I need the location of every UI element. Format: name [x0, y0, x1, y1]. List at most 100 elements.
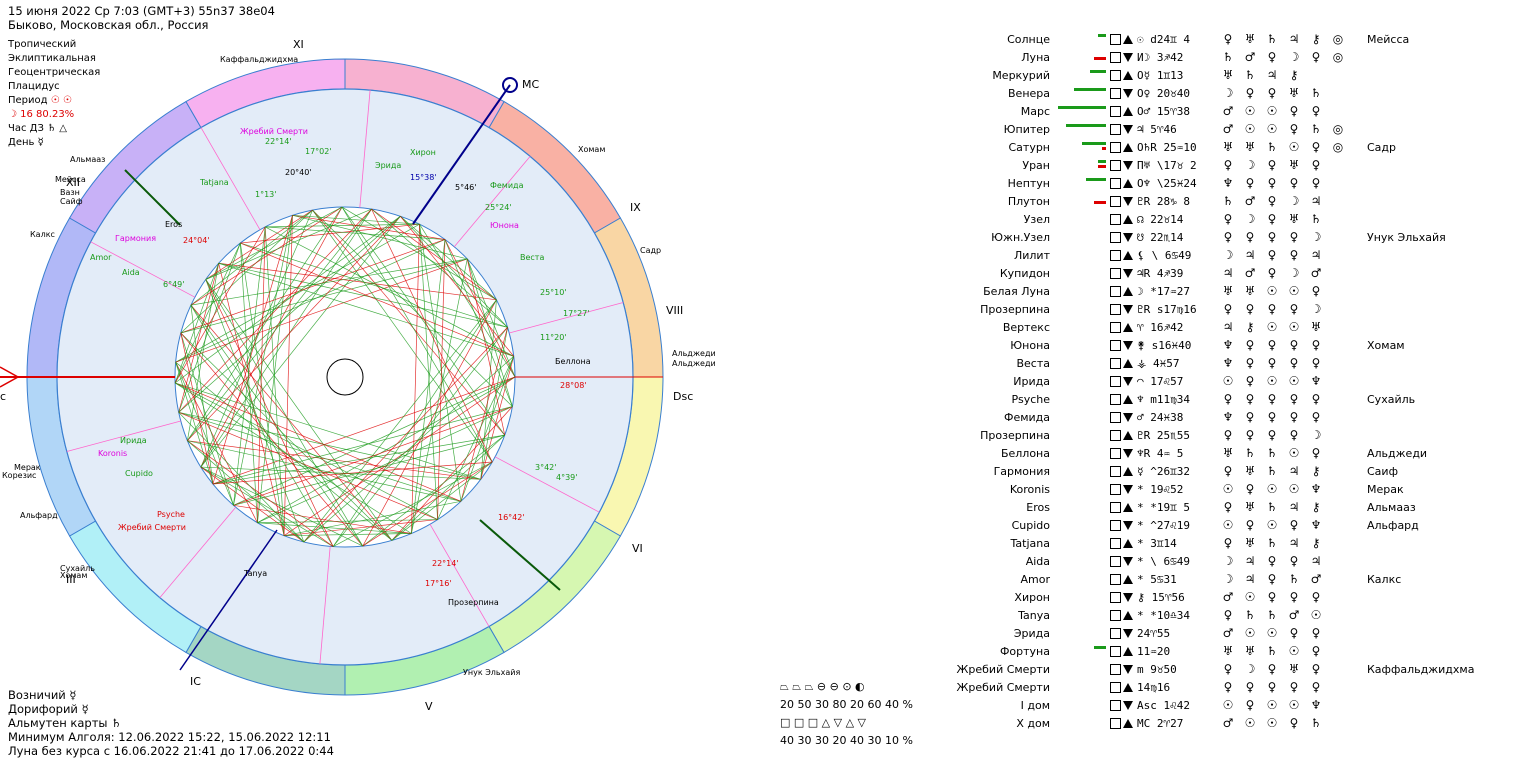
- aspect-line: [205, 279, 393, 541]
- planet-position: * 3♊14: [1137, 536, 1177, 550]
- aspect-line: [187, 440, 462, 502]
- planet-row[interactable]: Вертекс ♈ 16♐42 ♃ ⚷ ☉ ☉ ♅: [920, 318, 1479, 336]
- ruler-glyph: ♄: [1266, 446, 1278, 460]
- wheel-labels: MCDscICcXIIXVIIIVIVIIIXIIКаффальджидхмаХ…: [0, 38, 716, 713]
- ic-label: IC: [190, 675, 201, 688]
- planet-name: Eros: [1026, 500, 1050, 514]
- planet-row[interactable]: Эрида 24♈55 ♂ ☉ ☉ ♀ ♀: [920, 624, 1479, 642]
- planet-row[interactable]: Aida * \ 6♋49 ☽ ♃ ♀ ♀ ♃: [920, 552, 1479, 570]
- fixed-star: Саиф: [1367, 464, 1398, 478]
- planet-row[interactable]: Марс О♂ 15♈38 ♂ ☉ ☉ ♀ ♀: [920, 102, 1479, 120]
- aspect-line: [174, 263, 219, 384]
- aspect-line: [200, 466, 305, 543]
- triangle-marker-icon: [1123, 575, 1133, 584]
- aspect-markers: [1108, 174, 1135, 192]
- planet-row[interactable]: X дом MC 2♈27 ♂ ☉ ☉ ♀ ♄: [920, 714, 1479, 732]
- planet-row[interactable]: Eros * *19♊ 5 ♀ ♅ ♄ ♃ ⚷ Альмааз: [920, 498, 1479, 516]
- planet-row[interactable]: Лилит ⚸ \ 6♋49 ☽ ♃ ♀ ♀ ♃: [920, 246, 1479, 264]
- aspect-markers: [1108, 300, 1135, 318]
- ruler-glyph: ♅: [1288, 86, 1300, 100]
- planet-row[interactable]: Юнона ⚵ s16♓40 ♆ ♀ ♀ ♀ ♀ Хомам: [920, 336, 1479, 354]
- planet-name: Хирон: [1014, 590, 1050, 604]
- planet-row[interactable]: Tatjana * 3♊14 ♀ ♅ ♄ ♃ ⚷: [920, 534, 1479, 552]
- planet-row[interactable]: Венера О♀ 20♉40 ☽ ♀ ♀ ♅ ♄: [920, 84, 1479, 102]
- ruler-glyph: ♀: [1223, 230, 1233, 244]
- ruler-glyph: ◎: [1332, 50, 1344, 64]
- planet-row[interactable]: Беллона ♆R 4♒ 5 ♅ ♄ ♄ ☉ ♀ Альджеди: [920, 444, 1479, 462]
- triangle-marker-icon: [1123, 107, 1133, 116]
- doryphory-line: Дорифорий ☿: [8, 702, 89, 716]
- planet-row[interactable]: Нептун О♆ \25♓24 ♆ ♀ ♀ ♀ ♀: [920, 174, 1479, 192]
- axis-green-upper: [124, 169, 181, 226]
- planet-label: 4°39': [556, 473, 577, 482]
- planet-row[interactable]: Юпитер ♃ 5♈46 ♂ ☉ ☉ ♀ ♄ ◎: [920, 120, 1479, 138]
- planet-row[interactable]: Koronis * 19♌52 ☉ ♀ ☉ ☉ ♆ Мерак: [920, 480, 1479, 498]
- aspect-line: [466, 258, 513, 407]
- planet-row[interactable]: Ирида ◠ 17♌57 ☉ ♀ ☉ ☉ ♆: [920, 372, 1479, 390]
- planet-row[interactable]: Хирон ⚷ 15♈56 ♂ ☉ ♀ ♀ ♀: [920, 588, 1479, 606]
- planet-row[interactable]: Жребий Смерти 14♍16 ♀ ♀ ♀ ♀ ♀: [920, 678, 1479, 696]
- ruler-glyph: ☉: [1288, 320, 1300, 334]
- aspect-line: [341, 206, 506, 436]
- chart-settings: Тропический Эклиптикальная Геоцентрическ…: [8, 38, 100, 150]
- planet-row[interactable]: Луна И☽ 3♐42 ♄ ♂ ♀ ☽ ♀ ◎: [920, 48, 1479, 66]
- planet-row[interactable]: Прозерпина ♇R 25♏55 ♀ ♀ ♀ ♀ ☽: [920, 426, 1479, 444]
- aspect-line: [180, 332, 214, 485]
- aspect-line: [312, 209, 513, 407]
- ruler-glyph: ♀: [1245, 392, 1255, 406]
- planet-label: 11°20': [540, 333, 567, 342]
- planet-row[interactable]: Amor * 5♋31 ☽ ♃ ♀ ♄ ♂ Калкс: [920, 570, 1479, 588]
- planet-row[interactable]: Меркурий О☿ 1♊13 ♅ ♄ ♃ ⚷: [920, 66, 1479, 84]
- planet-row[interactable]: Южн.Узел ☋ 22♏14 ♀ ♀ ♀ ♀ ☽ Унук Эльхайя: [920, 228, 1479, 246]
- planet-row[interactable]: Уран П♅ \17♉ 2 ♀ ☽ ♀ ♅ ♀: [920, 156, 1479, 174]
- planet-label: 16°42': [498, 513, 525, 522]
- planet-name: Aida: [1025, 554, 1050, 568]
- ruler-glyph: ☉: [1266, 698, 1278, 712]
- house-cusp-line: [90, 241, 196, 298]
- planet-row[interactable]: Tanya * *10♎34 ♀ ♄ ♄ ♂ ☉: [920, 606, 1479, 624]
- planet-position: ☉ d24♊ 4: [1137, 32, 1190, 46]
- aspect-markers: [1108, 606, 1135, 624]
- planet-row[interactable]: Гармония ☿ ^26♊32 ♀ ♅ ♄ ♃ ⚷ Саиф: [920, 462, 1479, 480]
- planet-row[interactable]: Узел ☊ 22♉14 ♀ ☽ ♀ ♅ ♄: [920, 210, 1479, 228]
- planet-row[interactable]: Фортуна 11♒20 ♅ ♅ ♄ ☉ ♀: [920, 642, 1479, 660]
- aspect-line: [303, 356, 514, 543]
- ruler-glyph: ♄: [1266, 644, 1278, 658]
- planet-row[interactable]: Белая Луна ☽ *17♒27 ♅ ♅ ☉ ☉ ♀: [920, 282, 1479, 300]
- header-date-line: 15 июня 2022 Ср 7:03 (GMT+3) 55n37 38e04: [8, 4, 275, 18]
- ruler-glyph: ☉: [1266, 104, 1278, 118]
- planet-row[interactable]: Купидон ♃R 4♐39 ♃ ♂ ♀ ☽ ♂: [920, 264, 1479, 282]
- planet-row[interactable]: Psyche ♆ m11♍34 ♀ ♀ ♀ ♀ ♀ Сухайль: [920, 390, 1479, 408]
- aspect-line: [419, 224, 438, 520]
- square-marker-icon: [1110, 340, 1121, 351]
- planet-row[interactable]: I дом Asc 1♌42 ☉ ♀ ☉ ☉ ♆: [920, 696, 1479, 714]
- planet-name: Эрида: [1013, 626, 1050, 640]
- dignity-bars: [1052, 498, 1108, 516]
- planet-row[interactable]: Плутон ♇R 28♑ 8 ♄ ♂ ♀ ☽ ♃: [920, 192, 1479, 210]
- ruler-glyph: ♀: [1267, 248, 1277, 262]
- fixed-star-label: Мейсса: [55, 175, 86, 184]
- planet-position: m 9♉50: [1137, 662, 1177, 676]
- triangle-marker-icon: [1123, 179, 1133, 188]
- ruler-glyph: ♄: [1244, 608, 1256, 622]
- planet-name: Юнона: [1010, 338, 1050, 352]
- dignity-bars: [1052, 48, 1108, 66]
- planet-row[interactable]: Cupido * ^27♌19 ☉ ♀ ☉ ♀ ♆ Альфард: [920, 516, 1479, 534]
- fixed-star-label: Сайф: [60, 197, 83, 206]
- planet-name: Белая Луна: [983, 284, 1050, 298]
- planet-row[interactable]: Прозерпина ♇R s17♍16 ♀ ♀ ♀ ♀ ☽: [920, 300, 1479, 318]
- planet-row[interactable]: Жребий Смерти m 9♉50 ♀ ☽ ♀ ♅ ♀ Каффальджидхма: [920, 660, 1479, 678]
- planet-row[interactable]: Веста ⚶ 4♓57 ♆ ♀ ♀ ♀ ♀: [920, 354, 1479, 372]
- dignity-bars: [1052, 480, 1108, 498]
- planet-row[interactable]: Фемида ♂ 24♓38 ♆ ♀ ♀ ♀ ♀: [920, 408, 1479, 426]
- natal-chart-wheel[interactable]: MCDscICcXIIXVIIIVIVIIIXIIКаффальджидхмаХ…: [0, 30, 720, 730]
- planet-row[interactable]: Сатурн О♄R 25♒10 ♅ ♅ ♄ ☉ ♀ ◎ Садр: [920, 138, 1479, 156]
- planet-label: Koronis: [98, 449, 127, 458]
- planet-name: Уран: [1022, 158, 1050, 172]
- ruler-glyph: ♀: [1267, 230, 1277, 244]
- planet-name: Лилит: [1013, 248, 1050, 262]
- planet-label: Веста: [520, 253, 544, 262]
- square-marker-icon: [1110, 178, 1121, 189]
- planet-row[interactable]: Солнце ☉ d24♊ 4 ♀ ♅ ♄ ♃ ⚷ ◎ Мейсса: [920, 30, 1479, 48]
- planet-position: ⚵ s16♓40: [1137, 338, 1192, 352]
